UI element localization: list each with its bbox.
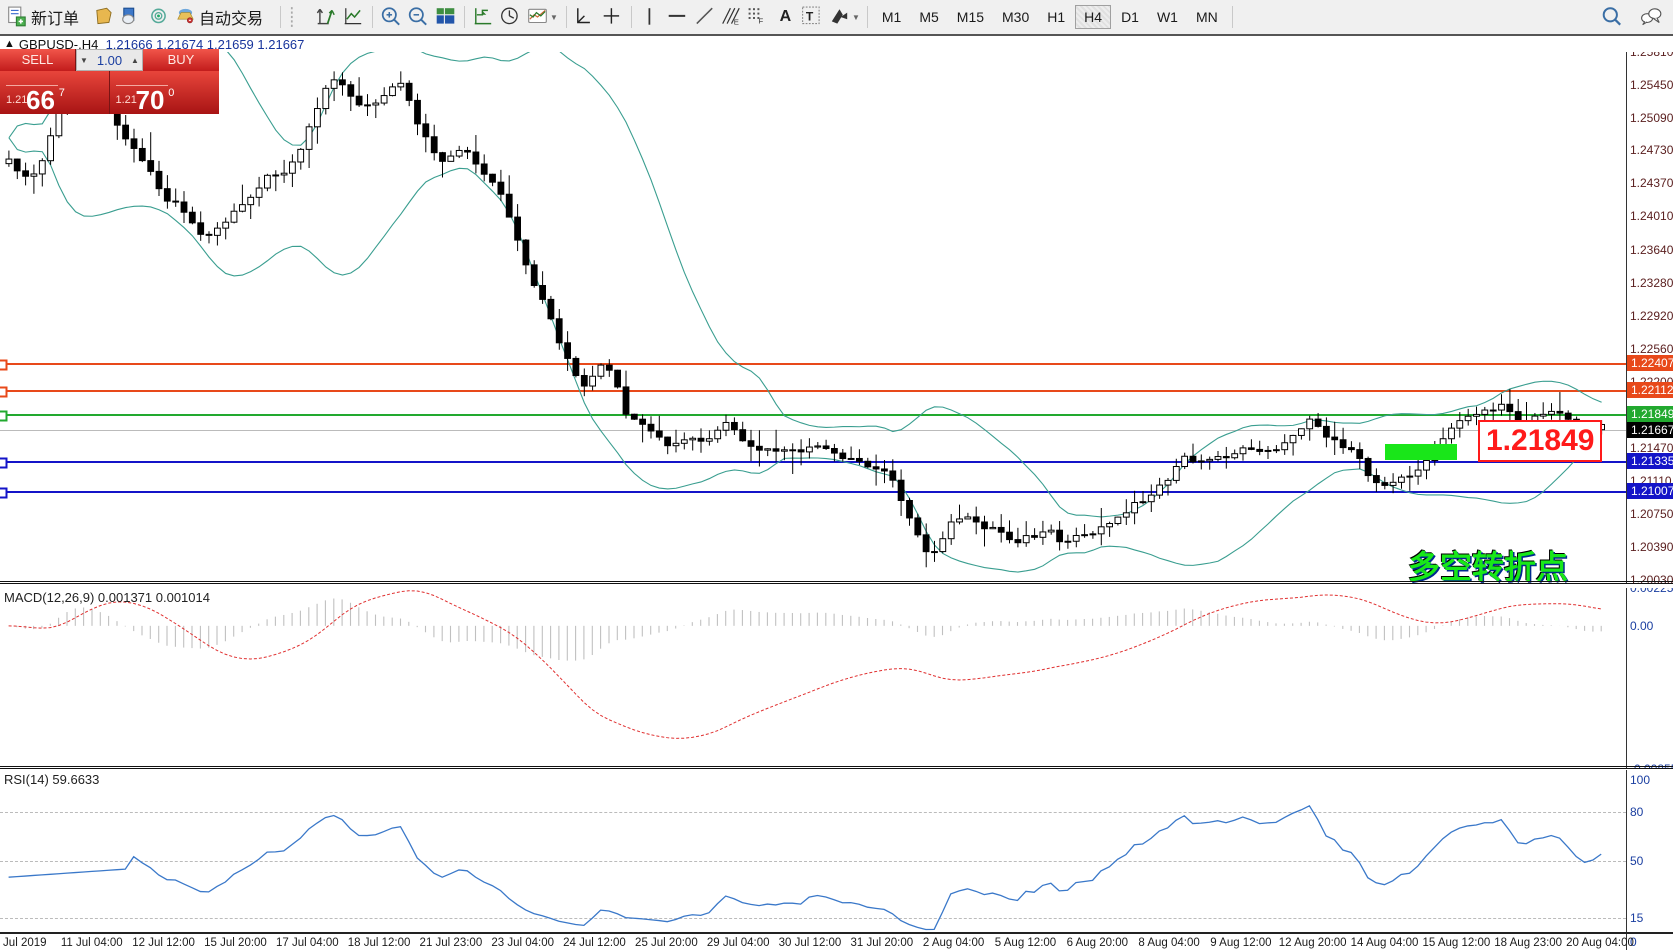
svg-text:F: F (758, 17, 763, 26)
svg-text:T: T (806, 9, 814, 23)
svg-text:E: E (734, 18, 739, 27)
